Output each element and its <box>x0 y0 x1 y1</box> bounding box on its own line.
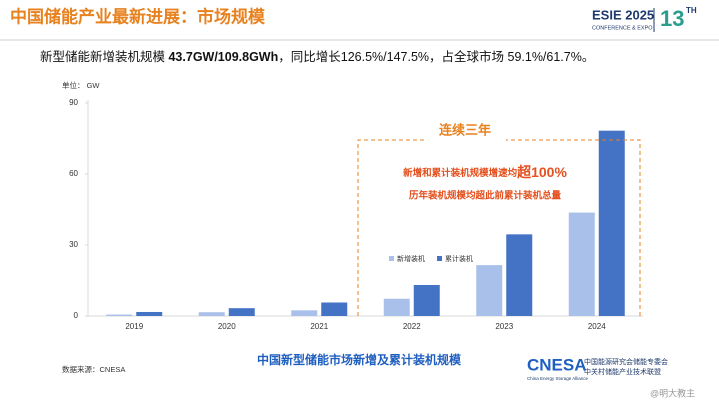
x-tick-label: 2022 <box>403 322 421 331</box>
x-tick-label: 2023 <box>495 322 513 331</box>
legend-swatch <box>389 256 394 261</box>
annotation-text: 历年装机规模均超此前累计装机总量 <box>409 190 562 202</box>
annotation-text: 新增和累计装机规模增速均超100% <box>403 164 567 180</box>
annotation-em: 超100% <box>516 164 567 180</box>
label-bg <box>424 121 506 141</box>
bar <box>413 284 440 316</box>
watermark: @明大教主 <box>650 387 695 398</box>
annotation-part: 新增和累计装机规模增速均 <box>403 167 518 179</box>
logo-org: 中关村储能产业技术联盟 <box>584 367 661 376</box>
source: 数据来源：CNESA <box>62 364 125 374</box>
legend-swatch <box>437 256 442 261</box>
annotation: 连续三年 新增和累计装机规模增速均超100% 历年装机规模均超此前累计装机总量 <box>357 121 641 316</box>
legend-label: 新增装机 <box>397 254 425 263</box>
bar <box>198 312 225 316</box>
bar <box>476 265 503 316</box>
logo-name: CNESA <box>527 355 587 374</box>
edition-suffix: TH <box>686 6 697 15</box>
subtitle-part: ，同比增长126.5%/147.5%，占全球市场 59.1%/61.7%。 <box>278 49 594 64</box>
subtitle: 新型储能新增装机规模 43.7GW/109.8GWh，同比增长126.5%/14… <box>40 49 594 64</box>
subtitle-bold: 43.7GW/109.8GWh <box>168 50 278 64</box>
x-tick-label: 2024 <box>588 322 606 331</box>
bar <box>383 298 410 316</box>
y-axis-label: 单位： GW <box>62 80 100 90</box>
logo-en: China Energy Storage Alliance <box>527 376 589 381</box>
event-sub: CONFERENCE & EXPO <box>592 25 653 31</box>
bar <box>291 310 318 316</box>
event-name: ESIE 2025 <box>592 7 654 22</box>
x-tick-label: 2019 <box>125 322 143 331</box>
y-tick-label: 30 <box>69 240 78 249</box>
y-tick-label: 90 <box>69 98 78 107</box>
y-tick-label: 60 <box>69 169 78 178</box>
bar <box>598 130 625 316</box>
bar <box>506 234 533 316</box>
slide-title: 中国储能产业最新进展：市场规模 <box>10 6 266 26</box>
edition: 13 <box>660 6 684 31</box>
logo-org: 中国能源研究会储能专委会 <box>584 357 668 366</box>
bar <box>136 311 163 316</box>
annotation-label: 连续三年 <box>439 122 491 137</box>
bar <box>228 308 255 316</box>
bar <box>106 314 133 316</box>
x-tick-label: 2020 <box>218 322 236 331</box>
x-tick-label: 2021 <box>310 322 328 331</box>
bar <box>321 302 348 316</box>
subtitle-part: 新型储能新增装机规模 <box>40 49 168 64</box>
legend-label: 累计装机 <box>445 254 473 263</box>
bar <box>568 212 595 316</box>
chart-title: 中国新型储能市场新增及累计装机规模 <box>257 352 462 367</box>
y-tick-label: 0 <box>74 311 79 320</box>
